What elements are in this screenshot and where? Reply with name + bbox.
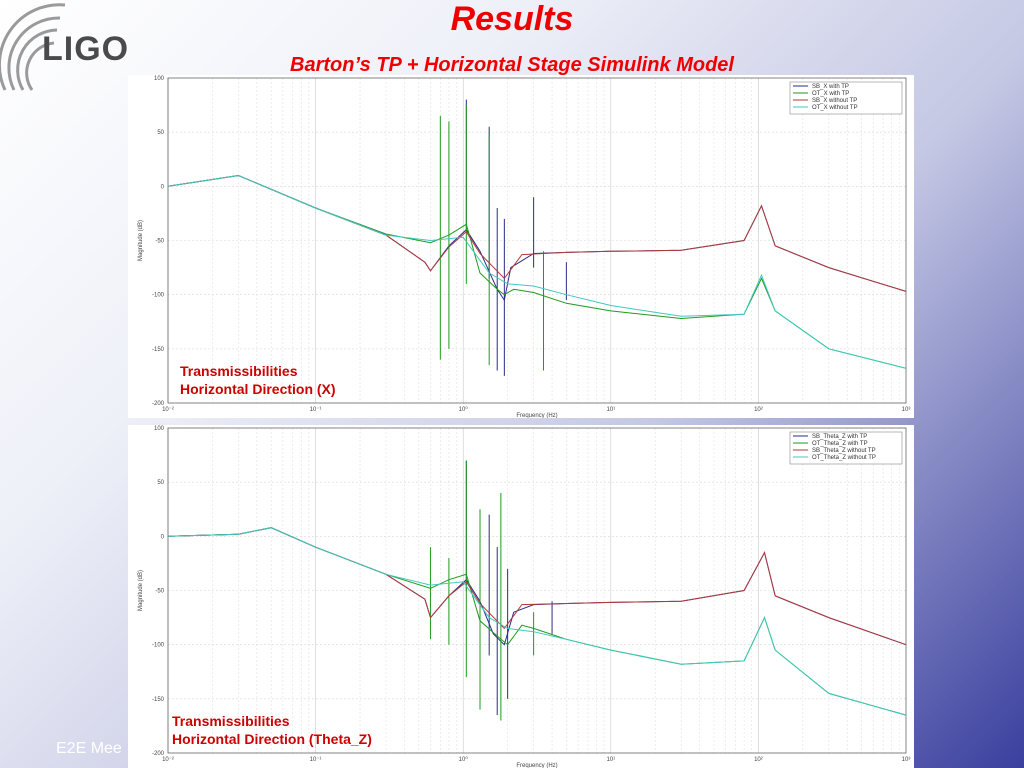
y-tick-label: -100 <box>152 643 165 649</box>
y-tick-label: -100 <box>152 293 165 299</box>
x-tick-label: 10³ <box>902 757 911 763</box>
plot-frame <box>167 77 907 404</box>
legend-label: OT_Theta_Z without TP <box>812 455 876 461</box>
y-tick-label: 100 <box>154 76 165 82</box>
x-tick-label: 10² <box>754 757 763 763</box>
y-tick-label: 100 <box>154 426 165 432</box>
slide-title: Results <box>450 0 574 38</box>
footer-text: E2E Mee <box>56 740 122 757</box>
series-line <box>167 174 907 369</box>
y-tick-label: -50 <box>155 239 164 245</box>
x-tick-label: 10¹ <box>606 407 615 413</box>
series-line <box>167 527 907 646</box>
series-line <box>167 174 907 369</box>
x-tick-label: 10⁻² <box>162 757 174 763</box>
annotation-line-2: Horizontal Direction (Theta_Z) <box>172 731 372 747</box>
annotation-line-1: Transmissibilities <box>180 363 298 379</box>
x-tick-label: 10⁰ <box>459 756 469 763</box>
legend-box <box>789 431 903 465</box>
y-tick-label: -150 <box>152 697 165 703</box>
legend-label: SB_Theta_Z with TP <box>812 434 867 440</box>
plot-frame <box>167 427 907 754</box>
annotation-line-2: Horizontal Direction (X) <box>180 381 336 397</box>
x-tick-label: 10³ <box>902 407 911 413</box>
series-line <box>167 527 907 646</box>
y-axis-label: Magnitude (dB) <box>138 220 144 261</box>
legend-label: OT_Theta_Z with TP <box>812 441 868 447</box>
y-tick-label: -150 <box>152 347 165 353</box>
x-tick-label: 10² <box>754 407 763 413</box>
y-tick-label: 50 <box>157 130 164 136</box>
y-tick-label: -50 <box>155 589 164 595</box>
y-tick-label: 50 <box>157 480 164 486</box>
x-tick-label: 10⁰ <box>459 406 469 413</box>
x-tick-label: 10⁻² <box>162 407 174 413</box>
x-axis-label: Frequency (Hz) <box>516 413 557 418</box>
x-axis-label: Frequency (Hz) <box>516 763 557 768</box>
legend-label: OT_X with TP <box>812 91 849 97</box>
legend-label: OT_X without TP <box>812 105 858 111</box>
chart-panel-x: 100 50 0 -50 -100 -150 -200 10⁻² 10⁻¹ 10⁰ 10¹ 10² 10… <box>128 75 914 418</box>
legend-box <box>789 81 903 115</box>
legend-label: SB_X without TP <box>812 98 857 104</box>
x-tick-label: 10¹ <box>606 757 615 763</box>
x-tick-label: 10⁻¹ <box>310 407 322 413</box>
chart-theta-z-annotation: Transmissibilities Horizontal Direction … <box>172 712 372 748</box>
y-axis-label: Magnitude (dB) <box>138 570 144 611</box>
series-line <box>167 527 907 716</box>
chart-panel-theta-z: 100 50 0 -50 -100 -150 -200 10⁻² 10⁻¹ 10⁰ 10¹ 10² 10… <box>128 425 914 768</box>
x-tick-label: 10⁻¹ <box>310 757 322 763</box>
series-line <box>167 174 907 302</box>
y-tick-label: -200 <box>152 401 165 407</box>
legend-label: SB_X with TP <box>812 84 849 90</box>
ligo-arcs-icon <box>0 3 66 91</box>
y-tick-label: -200 <box>152 751 165 757</box>
slide-subtitle: Barton’s TP + Horizontal Stage Simulink … <box>290 54 734 76</box>
chart-x-annotation: Transmissibilities Horizontal Direction … <box>180 362 336 398</box>
annotation-line-1: Transmissibilities <box>172 713 290 729</box>
y-tick-label: 0 <box>161 534 165 540</box>
y-tick-label: 0 <box>161 184 165 190</box>
legend-label: SB_Theta_Z without TP <box>812 448 876 454</box>
ligo-logo: LIGO <box>0 0 135 95</box>
logo-text: LIGO <box>42 30 130 68</box>
series-line <box>167 527 907 716</box>
